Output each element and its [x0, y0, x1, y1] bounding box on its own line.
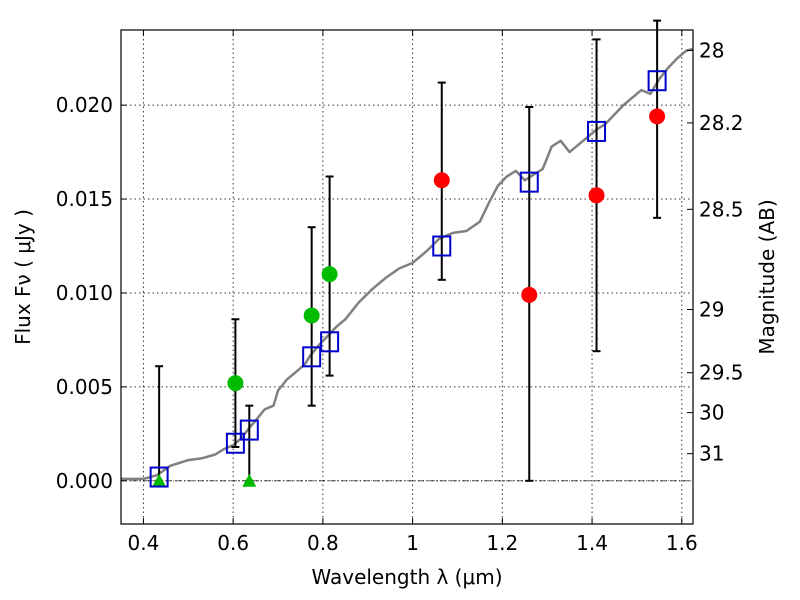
error-bar-layer: [155, 19, 662, 482]
x-tick-label: 0.6: [217, 531, 249, 555]
mag-tick-label: 31: [699, 442, 724, 466]
observed-green-point: [227, 375, 244, 392]
mag-tick-label: 28.5: [699, 197, 744, 221]
mag-tick-label: 29.5: [699, 361, 744, 385]
model-point-square: [647, 70, 667, 92]
model-point-square: [320, 331, 340, 353]
y-tick-label: 0.020: [56, 93, 113, 117]
y-axis-label: Flux Fν ( μJy ): [11, 209, 35, 345]
upper-limit-triangle: [152, 473, 167, 487]
model-spectrum-layer: [121, 47, 694, 481]
y-tick-label: 0.015: [56, 187, 113, 211]
observed-red-point: [521, 286, 538, 303]
y2-axis-label: Magnitude (AB): [755, 199, 779, 354]
x-tick-label: 1.2: [486, 531, 518, 555]
mag-tick-label: 28: [699, 38, 724, 62]
grid-layer: [121, 30, 693, 524]
model-point-square: [302, 346, 322, 368]
x-axis-label: Wavelength λ (μm): [311, 565, 502, 589]
model-point-square: [225, 432, 245, 454]
model-point-square: [432, 235, 452, 257]
observed-green-point: [321, 266, 338, 283]
model-spectrum-line: [121, 47, 694, 481]
mag-tick-label: 28.2: [699, 111, 744, 135]
x-tick-label: 1: [406, 531, 419, 555]
x-tick-label: 1.4: [576, 531, 608, 555]
observed-red-point: [433, 172, 450, 189]
points-layer: [149, 70, 667, 488]
mag-tick-label: 29: [699, 297, 724, 321]
y-tick-label: 0.010: [56, 281, 113, 305]
y-tick-label: 0.000: [56, 469, 113, 493]
upper-limit-triangle: [242, 473, 257, 487]
x-tick-label: 0.8: [307, 531, 339, 555]
model-point-square: [149, 466, 169, 488]
y-tick-label: 0.005: [56, 375, 113, 399]
observed-green-point: [303, 307, 320, 324]
observed-red-point: [649, 108, 666, 125]
x-tick-label: 0.4: [128, 531, 160, 555]
observed-red-point: [588, 187, 605, 204]
model-point-square: [587, 120, 607, 142]
model-point-square: [239, 419, 259, 441]
model-point-square: [519, 171, 539, 193]
tick-layer: 0.4 0.6 0.8 1 1.2 1.4 1.6 0.000 0.005 0.010 0.015 0…: [56, 30, 744, 555]
mag-tick-label: 30: [699, 401, 724, 425]
x-tick-label: 1.6: [666, 531, 698, 555]
plot-frame: [120, 29, 694, 525]
